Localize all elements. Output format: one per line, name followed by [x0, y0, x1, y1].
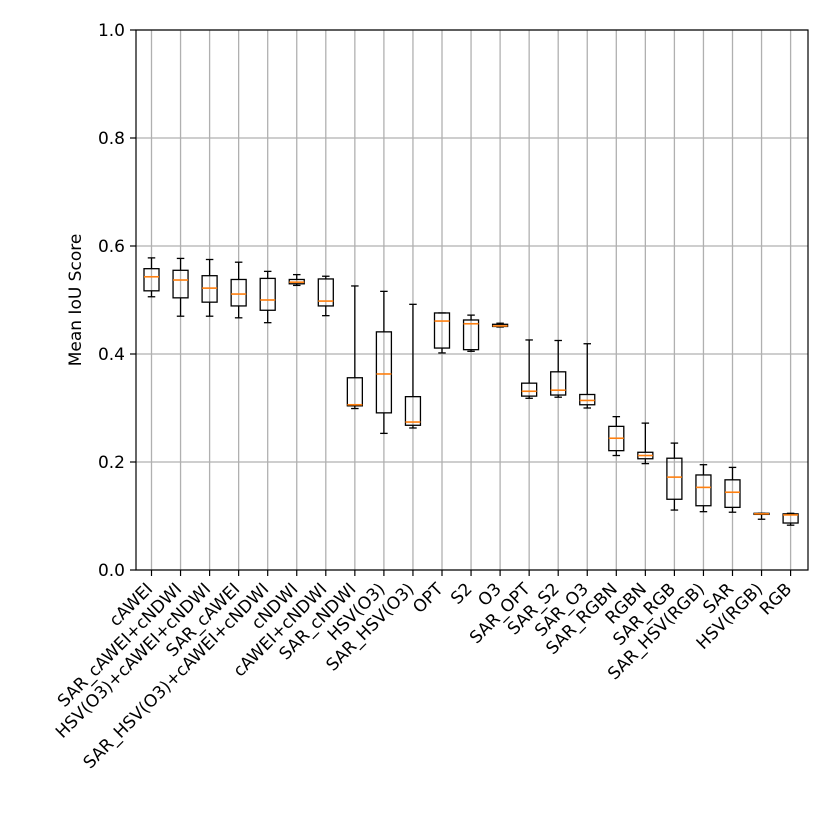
y-tick-label: 1.0 [98, 21, 125, 41]
box-8 [375, 290, 393, 435]
box-11 [462, 314, 480, 352]
plot-frame [135, 29, 809, 571]
box-layer [143, 257, 799, 526]
box-iqr [695, 474, 712, 507]
box-0 [143, 257, 160, 298]
y-tick-label: 0.2 [98, 453, 125, 473]
x-tick-label: S2 [447, 579, 476, 608]
box-iqr [433, 312, 451, 349]
box-3 [230, 261, 247, 319]
x-tick-label: RGB [756, 579, 796, 619]
box-13 [521, 339, 538, 399]
box-20 [724, 466, 741, 513]
axis-layer: 0.00.20.40.60.81.0cAWEISAR_cAWEI+cNDWIHS… [52, 21, 796, 773]
box-iqr [550, 371, 567, 396]
y-tick-label: 0.0 [98, 561, 125, 581]
box-4 [259, 270, 276, 324]
box-19 [695, 464, 712, 513]
box-iqr [230, 278, 247, 307]
box-iqr [666, 457, 683, 500]
box-iqr [724, 479, 741, 509]
box-iqr [346, 377, 364, 407]
box-iqr [375, 331, 393, 414]
box-iqr [317, 278, 334, 307]
box-9 [404, 303, 422, 429]
box-18 [666, 442, 683, 511]
box-7 [346, 285, 364, 410]
box-16 [608, 415, 625, 457]
box-21 [753, 512, 770, 520]
box-17 [637, 422, 654, 465]
box-iqr [259, 277, 276, 311]
grid-layer [136, 29, 808, 571]
box-iqr [404, 396, 422, 426]
box-iqr [201, 275, 218, 303]
box-1 [172, 257, 189, 317]
box-iqr [521, 382, 538, 397]
box-14 [550, 339, 567, 398]
box-5 [288, 273, 305, 287]
box-15 [579, 343, 596, 409]
y-axis-label: Mean IoU Score [66, 234, 86, 367]
y-tick-label: 0.6 [98, 237, 125, 257]
y-tick-label: 0.8 [98, 129, 125, 149]
box-6 [317, 275, 334, 317]
box-iqr [579, 393, 596, 406]
box-iqr [143, 268, 160, 292]
y-tick-label: 0.4 [98, 345, 125, 365]
box-2 [201, 258, 218, 317]
box-iqr [172, 269, 189, 299]
x-tick-label: OPT [409, 579, 448, 618]
box-iqr [462, 319, 480, 351]
box-22 [782, 512, 799, 526]
box-10 [433, 312, 451, 354]
box-12 [491, 322, 509, 328]
box-iqr [782, 513, 799, 524]
